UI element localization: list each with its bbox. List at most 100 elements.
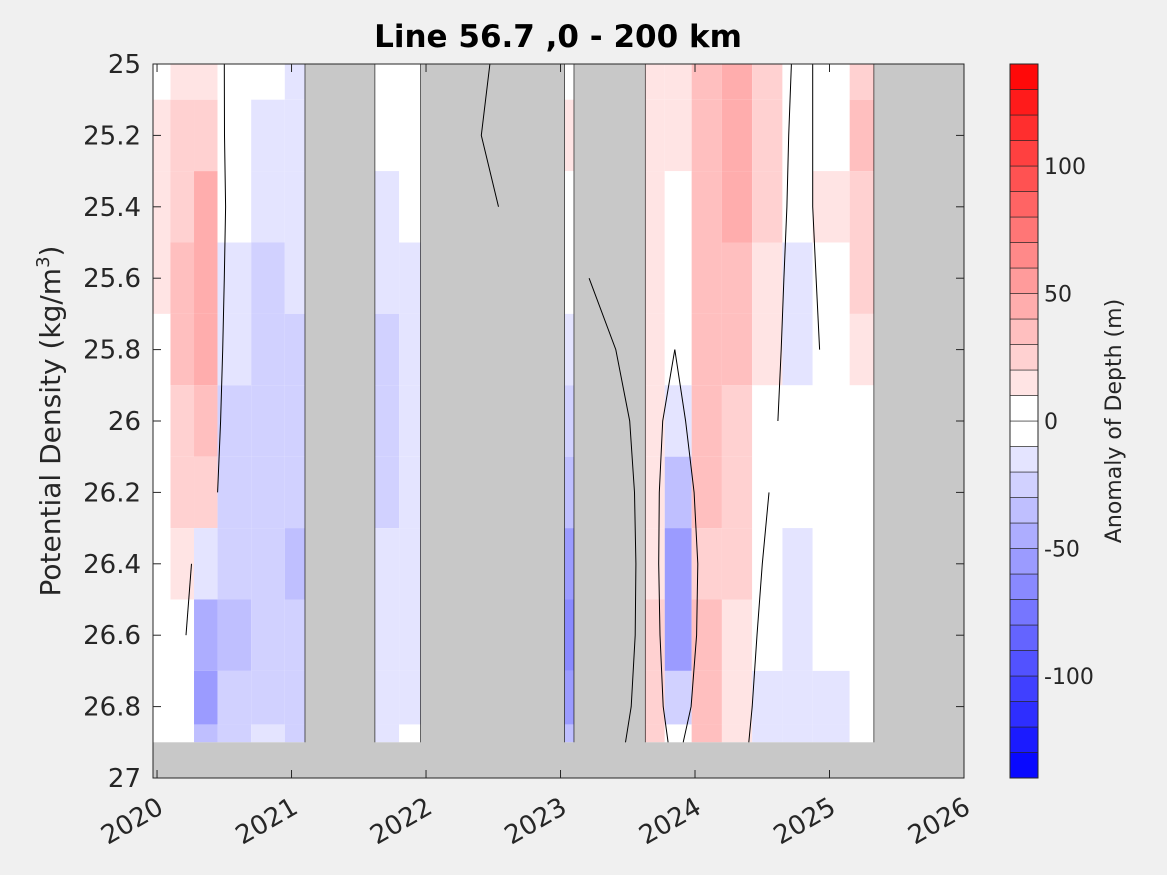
heatmap-cell — [251, 171, 285, 243]
colorbar-segment — [1009, 267, 1039, 294]
heatmap-cell — [217, 670, 252, 725]
heatmap-cell — [217, 385, 252, 457]
heatmap-cell — [782, 724, 813, 743]
heatmap-cell — [752, 528, 783, 600]
contour-lines — [185, 64, 821, 743]
colorbar-segment — [1009, 344, 1039, 371]
heatmap-cell — [752, 64, 783, 100]
heatmap-cell — [752, 724, 783, 743]
y-tick-label: 26.6 — [83, 621, 141, 651]
colorbar-segment — [1009, 726, 1039, 753]
colorbar-tick-label: 100 — [1044, 155, 1086, 180]
no-data-region — [873, 64, 964, 778]
heatmap-cell — [691, 64, 722, 100]
y-tick-label: 25 — [108, 50, 141, 80]
heatmap-cell — [217, 99, 252, 172]
heatmap-cell — [194, 599, 218, 671]
heatmap-cell — [170, 385, 195, 457]
heatmap-cell — [170, 724, 195, 743]
heatmap-cell — [752, 670, 783, 725]
heatmap-cell — [194, 456, 218, 529]
heatmap-cell — [782, 528, 813, 600]
heatmap-cell — [194, 99, 218, 172]
heatmap-cell — [194, 385, 218, 457]
heatmap-cell — [170, 171, 195, 243]
no-data-bottom — [153, 742, 964, 778]
heatmap-cell — [153, 313, 171, 386]
heatmap-cell — [664, 171, 692, 243]
heatmap-cell — [251, 456, 285, 529]
x-tick-label: 2023 — [500, 792, 572, 851]
heatmap-cell — [251, 242, 285, 314]
colorbar-segment — [1009, 446, 1039, 473]
heatmap-cell — [691, 456, 722, 529]
colorbar-segment — [1009, 471, 1039, 498]
heatmap-cell — [170, 456, 195, 529]
heatmap-cell — [782, 64, 813, 100]
heatmap-cell — [194, 670, 218, 725]
heatmap-cell — [782, 313, 813, 386]
heatmap-cell — [752, 242, 783, 314]
colorbar-segment — [1009, 675, 1039, 702]
heatmap-cell — [664, 64, 692, 100]
heatmap-cell — [812, 242, 850, 314]
colorbar-segment — [1009, 369, 1039, 396]
heatmap-cell — [691, 313, 722, 386]
heatmap-cell — [217, 242, 252, 314]
contour-line — [812, 64, 821, 350]
heatmap-cell — [721, 385, 753, 457]
heatmap-cell — [153, 64, 171, 100]
colorbar-segment — [1009, 752, 1039, 779]
colorbar-segment — [1009, 624, 1039, 651]
colorbar-segment — [1009, 89, 1039, 116]
heatmap-cell — [721, 599, 753, 671]
colorbar-segment — [1009, 497, 1039, 524]
no-data-region — [420, 64, 565, 778]
heatmap-cell — [812, 724, 850, 743]
heatmap-cell — [251, 670, 285, 725]
x-tick-label: 2021 — [231, 792, 303, 851]
heatmap-cell — [170, 599, 195, 671]
heatmap-cell — [153, 724, 171, 743]
heatmap-cell — [812, 670, 850, 725]
heatmap-cell — [721, 528, 753, 600]
heatmap-cell — [251, 99, 285, 172]
heatmap-cell — [664, 99, 692, 172]
heatmap-cell — [170, 99, 195, 172]
colorbar-segment — [1009, 63, 1039, 90]
heatmap-cell — [170, 242, 195, 314]
heatmap-cell — [782, 670, 813, 725]
y-tick-label: 25.8 — [83, 336, 141, 366]
colorbar-segment — [1009, 242, 1039, 269]
heatmap-cell — [170, 670, 195, 725]
heatmap-cell — [664, 385, 692, 457]
chart-title: Line 56.7 ,0 - 200 km — [374, 19, 742, 55]
contour-line — [777, 64, 792, 422]
heatmap-cell — [782, 385, 813, 457]
contour-line — [217, 64, 227, 493]
heatmap-cell — [170, 528, 195, 600]
heatmap-cell — [812, 456, 850, 529]
colorbar-tick-label: 50 — [1044, 283, 1072, 308]
heatmap-cell — [217, 599, 252, 671]
heatmap-cell — [664, 242, 692, 314]
heatmap-cell — [217, 171, 252, 243]
heatmap-cell — [217, 64, 252, 100]
x-tick-label: 2026 — [903, 792, 975, 851]
heatmap-cell — [752, 99, 783, 172]
colorbar-tick-label: -100 — [1044, 665, 1094, 690]
heatmap-cell — [170, 313, 195, 386]
heatmap-cell — [664, 456, 692, 529]
x-tick-label: 2025 — [769, 792, 841, 851]
heatmap-cell — [251, 528, 285, 600]
heatmap-cell — [812, 64, 850, 100]
y-tick-label: 25.2 — [83, 121, 141, 151]
y-tick-label: 25.6 — [83, 264, 141, 294]
heatmap-cell — [752, 171, 783, 243]
heatmap-cell — [217, 724, 252, 743]
heatmap-cell — [721, 724, 753, 743]
heatmap-cell — [752, 385, 783, 457]
colorbar-segment — [1009, 165, 1039, 192]
heatmap-cell — [721, 456, 753, 529]
colorbar-tick-label: -50 — [1044, 538, 1080, 563]
